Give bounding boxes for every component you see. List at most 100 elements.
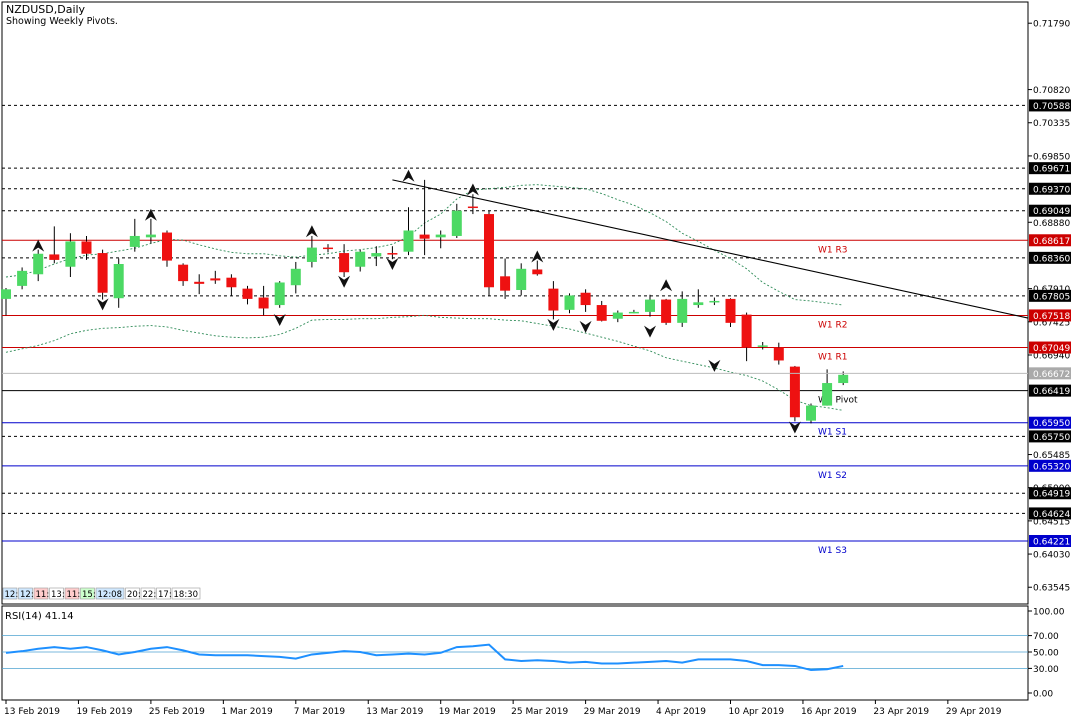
chart-subtitle: Showing Weekly Pivots.	[6, 16, 118, 27]
candle-body	[33, 253, 44, 275]
fractal-down-arrow-icon	[547, 318, 560, 331]
session-box: 12:08	[95, 587, 125, 600]
candle	[339, 244, 350, 278]
date-tick-label: 29 Apr 2019	[946, 707, 1002, 717]
pivot-price-tag-text: 0.64221	[1033, 537, 1070, 547]
candle-body	[564, 295, 575, 310]
pivot-label: W1 S1	[818, 428, 847, 438]
price-tick-label: 0.64515	[1033, 517, 1070, 527]
candle-body	[194, 281, 205, 284]
date-tick-label: 7 Mar 2019	[294, 707, 346, 717]
session-box: 15:	[80, 587, 96, 600]
pivot-price-tag-box	[1029, 459, 1071, 472]
candle	[661, 298, 672, 325]
fractal-down-arrow-icon	[386, 257, 399, 270]
candle	[500, 258, 511, 299]
pivot-lines: W1 R3 W1 R2 W1 R1 W1 Pivot W1 S1 W1 S2 W1 S3	[2, 239, 1028, 556]
rsi-panel-frame	[1, 605, 1029, 701]
dashed-level-price-tag-box	[1029, 162, 1071, 175]
date-tick-label: 4 Apr 2019	[656, 707, 706, 717]
session-box-frame	[95, 587, 125, 600]
candle	[709, 297, 720, 306]
candle	[274, 281, 285, 308]
candle-body	[323, 247, 333, 250]
pivot-price-tag-box	[1029, 309, 1071, 322]
date-tick-label: 23 Apr 2019	[873, 707, 929, 717]
candle	[323, 244, 333, 253]
candle-body	[242, 288, 253, 299]
session-box-text: 18:30	[174, 590, 199, 600]
candle	[419, 179, 430, 256]
candle-body	[1, 289, 11, 299]
fractal-up-arrow-icon	[305, 225, 318, 238]
fractal-up-arrow-icon	[144, 208, 157, 221]
pivot-price-tag: 0.65320	[1029, 459, 1071, 472]
dashed-level-price-tag: 0.69370	[1029, 182, 1071, 195]
candle-body	[548, 288, 559, 311]
candle	[49, 226, 60, 264]
dashed-level-price-tag-text: 0.69671	[1033, 165, 1070, 175]
date-tick-label: 29 Mar 2019	[584, 707, 641, 717]
candle	[532, 260, 543, 276]
dashed-level-price-tag-text: 0.69370	[1033, 185, 1070, 195]
session-box-frame	[64, 587, 80, 600]
candle-body	[65, 241, 76, 267]
candle	[81, 235, 92, 260]
pivot-price-tag: 0.64221	[1029, 534, 1071, 547]
fractal-up-arrow-icon	[466, 183, 479, 196]
rsi-tick-label: 30.00	[1033, 665, 1059, 675]
dashed-level-price-tag-box	[1029, 507, 1071, 520]
candle	[178, 263, 189, 286]
session-box: 12:	[18, 587, 34, 600]
dashed-level-price-tag-box	[1029, 251, 1071, 264]
current-price-tag-box	[1029, 367, 1071, 380]
candle	[677, 291, 688, 327]
candle-body	[339, 253, 350, 273]
date-tick-label: 19 Mar 2019	[439, 707, 496, 717]
candle	[725, 298, 736, 327]
pivot-label: W1 S3	[818, 546, 847, 556]
fractal-up-arrow-icon	[402, 169, 415, 182]
candle-body	[113, 264, 124, 299]
candle-body	[162, 232, 172, 261]
candle-body	[789, 366, 800, 418]
candle	[580, 289, 591, 312]
candle-body	[773, 347, 784, 361]
date-tick-label: 16 Apr 2019	[801, 707, 857, 717]
candle	[403, 207, 414, 256]
candle	[741, 312, 752, 362]
candle	[387, 246, 398, 260]
candle-body	[484, 214, 494, 288]
candle-body	[532, 269, 543, 275]
candle-body	[725, 298, 736, 323]
candle	[226, 274, 237, 296]
candle	[113, 258, 124, 308]
rsi-title: RSI(14) 41.14	[5, 611, 74, 622]
session-box-frame	[33, 587, 49, 600]
pivot-price-tag: 0.65950	[1029, 416, 1071, 429]
candle-body	[226, 277, 237, 288]
candle-body	[516, 268, 527, 291]
price-tick-label: 0.63545	[1033, 584, 1070, 594]
candle	[33, 249, 44, 282]
candle	[467, 194, 478, 215]
candle	[210, 270, 221, 284]
session-box-frame	[49, 587, 64, 600]
candle	[693, 289, 704, 308]
dashed-level-price-tag: 0.69671	[1029, 162, 1071, 175]
date-tick-label: 19 Feb 2019	[76, 707, 132, 717]
pivot-label: W1 Pivot	[818, 396, 858, 406]
candle-body	[178, 264, 189, 282]
session-box-text: 15:	[82, 590, 96, 600]
candle	[773, 342, 784, 365]
candle	[355, 249, 366, 272]
candle	[628, 309, 639, 314]
candle-body	[822, 383, 833, 406]
date-tick-label: 25 Mar 2019	[511, 707, 568, 717]
candle	[194, 274, 205, 295]
rsi-content: 100.00 70.00 50.00 30.00 0.00	[2, 608, 1065, 700]
price-tick-label: 0.64030	[1033, 551, 1070, 561]
session-box-text: 11:	[67, 590, 81, 600]
session-box: 20:	[125, 587, 141, 600]
